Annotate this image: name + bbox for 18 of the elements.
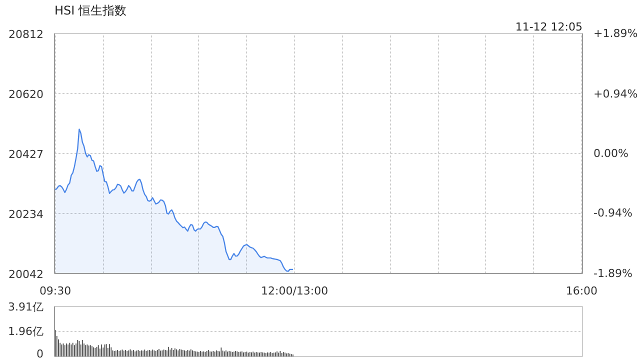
y-tick-label: 20042 [8,268,44,281]
y-tick-label: 20620 [8,88,44,101]
y-tick-label: 3.91亿 [8,300,44,314]
y-tick-label: 20812 [8,28,44,41]
y-tick-label: 20427 [8,148,44,161]
y2-tick-label: -1.89% [594,267,632,280]
text: 11-12 12:05 [515,20,583,34]
y2-tick-label: 0.00% [594,147,628,160]
y-tick-label: 1.96亿 [8,324,44,338]
y-tick-label: 0 [36,348,44,360]
x-tick-label: 09:30 [39,284,72,298]
y2-tick-label: +1.89% [594,27,638,40]
y-tick-label: 20234 [8,208,44,222]
x-tick-label: 12:00/13:00 [261,284,328,298]
x-tick-label: 16:00 [566,284,598,298]
y2-tick-label: +0.94% [594,87,638,100]
y2-tick-label: -0.94% [594,206,632,220]
chart-title: HSI 恒生指数 [54,4,126,18]
